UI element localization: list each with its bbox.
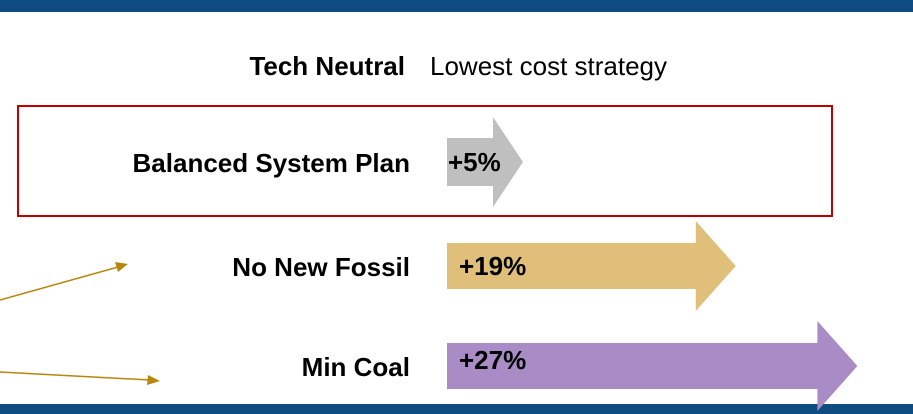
- bottom-bar: [0, 404, 913, 414]
- pointer-head: [147, 375, 160, 385]
- value-label: +5%: [448, 147, 501, 177]
- top-bar: [0, 0, 913, 12]
- category-label: Balanced System Plan: [133, 148, 410, 178]
- highlight-box: [17, 105, 833, 217]
- value-label: +27%: [459, 345, 526, 375]
- baseline-note: Lowest cost strategy: [430, 51, 667, 81]
- pointer-line: [0, 266, 119, 301]
- value-label: +19%: [459, 251, 526, 281]
- arrow: [447, 221, 736, 311]
- pointer-head: [115, 262, 128, 272]
- baseline-label: Tech Neutral: [249, 51, 405, 81]
- category-label: Min Coal: [302, 352, 410, 382]
- pointer-line: [0, 371, 151, 381]
- category-label: No New Fossil: [232, 252, 410, 282]
- arrow: [447, 117, 523, 207]
- arrow: [447, 321, 858, 411]
